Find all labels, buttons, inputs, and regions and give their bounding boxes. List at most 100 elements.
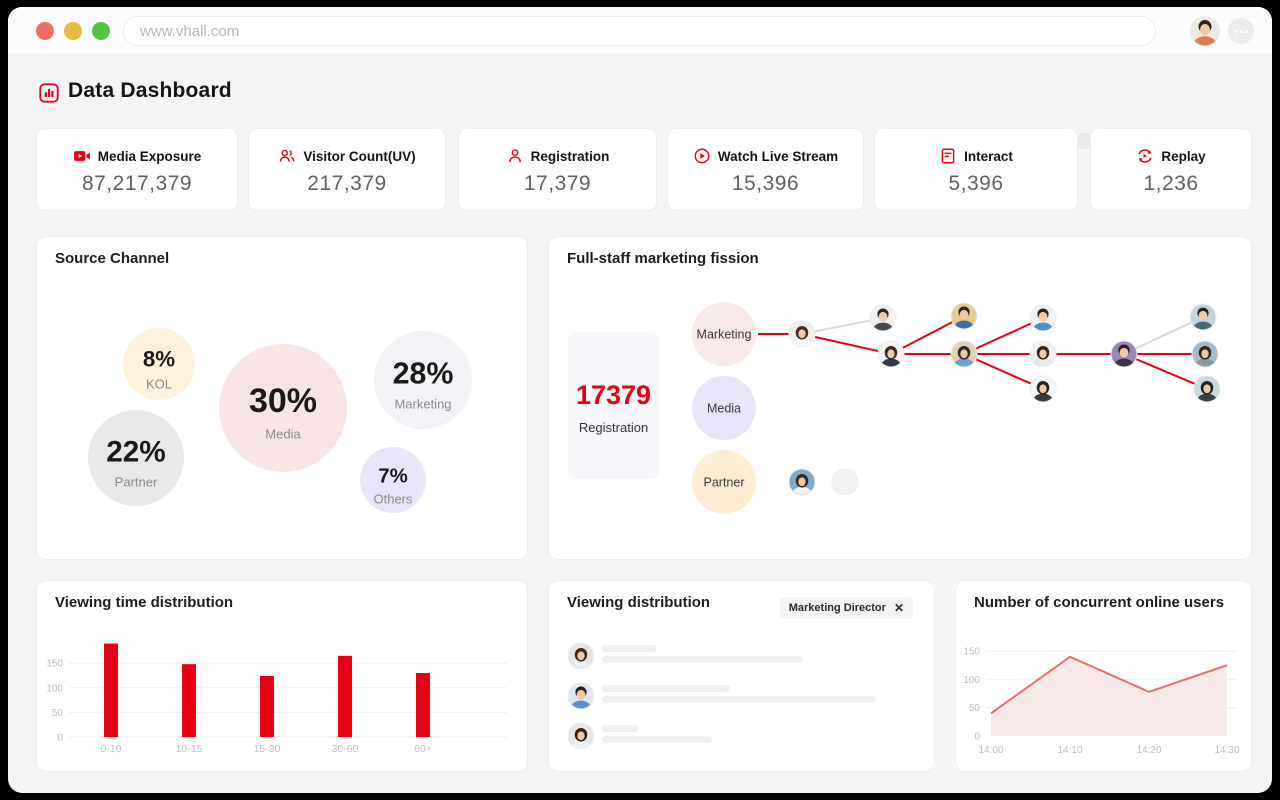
- bar-60+: [416, 673, 430, 737]
- registration-value: 17379: [575, 380, 652, 410]
- registration-stat-card: 17379 Registration: [568, 332, 659, 479]
- browser-window: www.vhall.com Data Dashboard Media Expos…: [8, 7, 1272, 793]
- ellipsis-icon: [1239, 29, 1243, 33]
- user-avatar[interactable]: [1190, 16, 1220, 46]
- stat-value: 5,396: [948, 172, 1004, 195]
- skeleton-text-bar: [602, 645, 657, 652]
- source-channel-panel: Source Channel 8% KOL 30% Media 28% Marketing…: [36, 236, 528, 560]
- bubble-partner: 22% Partner: [88, 410, 184, 506]
- close-window-button[interactable]: [36, 22, 54, 40]
- page-title: Data Dashboard: [68, 79, 232, 102]
- fission-edge-gray: [1123, 316, 1204, 355]
- avatar: [831, 468, 859, 496]
- svg-text:15-30: 15-30: [254, 743, 281, 755]
- avatar: [788, 320, 816, 348]
- area-fill: [991, 656, 1227, 736]
- bubble-kol: 8% KOL: [123, 328, 195, 400]
- stat-card-watch-live: Watch Live Stream 15,396: [667, 128, 864, 211]
- stat-card-media-exposure: Media Exposure 87,217,379: [36, 128, 238, 211]
- bar-chart-icon: [38, 82, 60, 104]
- svg-text:60+: 60+: [414, 743, 432, 755]
- remove-filter-icon[interactable]: ✕: [893, 601, 904, 615]
- avatar: [950, 302, 978, 330]
- svg-text:100: 100: [46, 683, 63, 694]
- browser-chrome: www.vhall.com: [8, 7, 1272, 55]
- avatar: [1029, 375, 1057, 403]
- viewer-list-item: [567, 681, 928, 711]
- avatar: [1193, 375, 1221, 403]
- stat-value: 1,236: [1143, 172, 1199, 195]
- visitor-count-icon: [280, 149, 295, 162]
- registration-label: Registration: [578, 420, 649, 435]
- svg-text:10-15: 10-15: [176, 743, 203, 755]
- stat-label: Interact: [964, 148, 1013, 164]
- bubble-media: 30% Media: [219, 344, 347, 472]
- page-header: Data Dashboard: [8, 55, 1272, 149]
- media-exposure-icon: [73, 151, 90, 161]
- bubble-marketing: 28% Marketing: [374, 331, 472, 429]
- panel-title: Viewing time distribution: [55, 594, 234, 611]
- stat-card-registration: Registration 17,379: [458, 128, 657, 211]
- minimize-window-button[interactable]: [64, 22, 82, 40]
- fission-edge-red: [963, 353, 1044, 390]
- registration-icon: [508, 149, 521, 163]
- stat-value: 217,379: [307, 172, 387, 195]
- url-bar[interactable]: www.vhall.com: [123, 16, 1156, 46]
- stat-card-replay: Replay 1,236: [1090, 128, 1252, 211]
- svg-text:50: 50: [52, 708, 64, 719]
- stat-label: Watch Live Stream: [717, 148, 839, 164]
- filter-tag[interactable]: Marketing Director ✕: [779, 597, 913, 619]
- avatar: [1189, 303, 1217, 331]
- url-text: www.vhall.com: [140, 22, 240, 40]
- avatar: [950, 340, 978, 368]
- interact-icon: [941, 148, 955, 164]
- avatar: [1029, 340, 1057, 368]
- svg-text:100: 100: [963, 675, 980, 686]
- more-options-button[interactable]: [1228, 18, 1254, 44]
- bar-30-60: [338, 655, 352, 737]
- concurrent-users-area-chart: 0 50 100 150 14:00 14:10 14:20 14:30: [963, 647, 1240, 756]
- bar-10-15: [182, 664, 196, 737]
- avatar: [869, 304, 897, 332]
- skeleton-text-bar: [602, 736, 712, 743]
- svg-text:22%: 22%: [106, 436, 166, 469]
- maximize-window-button[interactable]: [92, 22, 110, 40]
- svg-text:14:00: 14:00: [978, 745, 1003, 756]
- svg-text:150: 150: [46, 659, 63, 670]
- svg-text:50: 50: [969, 703, 981, 714]
- stat-card-interact: Interact 5,396: [874, 128, 1078, 211]
- stat-label: Media Exposure: [97, 148, 202, 164]
- avatar: [1190, 16, 1220, 46]
- group-bubble-marketing: Marketing: [692, 302, 756, 366]
- svg-text:Media: Media: [707, 402, 741, 416]
- svg-text:Marketing: Marketing: [394, 397, 451, 412]
- fission-edge-red: [801, 333, 892, 355]
- stat-label: Visitor Count(UV): [303, 148, 416, 164]
- replay-icon: [1138, 149, 1152, 163]
- avatar: [1191, 340, 1219, 368]
- svg-text:KOL: KOL: [146, 376, 172, 391]
- fission-edge-red: [963, 317, 1044, 355]
- skeleton-text-bar: [602, 685, 730, 692]
- svg-text:7%: 7%: [378, 464, 408, 487]
- bar-0-10: [104, 643, 118, 737]
- stat-value: 87,217,379: [81, 172, 193, 195]
- skeleton-text-bar: [602, 656, 803, 663]
- viewing-time-bar-chart: 0 50 100 150 0-10 10-15 15-30 30-60 60+: [46, 643, 507, 755]
- stat-card-visitor-count: Visitor Count(UV) 217,379: [248, 128, 446, 211]
- source-channel-bubble-chart: 8% KOL 30% Media 28% Marketing 22% Partner 7% Oth…: [88, 328, 472, 513]
- fission-edge-red: [890, 315, 965, 355]
- avatar: [567, 682, 595, 710]
- svg-text:Partner: Partner: [115, 474, 158, 489]
- fission-edge-red: [1123, 353, 1208, 390]
- fission-panel: Full-staff marketing fission Marketing Me…: [548, 236, 1252, 560]
- stat-label: Registration: [530, 148, 610, 164]
- svg-text:0: 0: [974, 732, 980, 743]
- group-bubble-partner: Partner: [692, 450, 756, 514]
- avatar: [1110, 340, 1138, 368]
- svg-text:28%: 28%: [393, 357, 454, 391]
- filter-tag-label: Marketing Director: [788, 602, 886, 614]
- svg-text:30-60: 30-60: [332, 743, 359, 755]
- svg-text:8%: 8%: [143, 347, 175, 372]
- panel-title: Viewing distribution: [567, 594, 711, 611]
